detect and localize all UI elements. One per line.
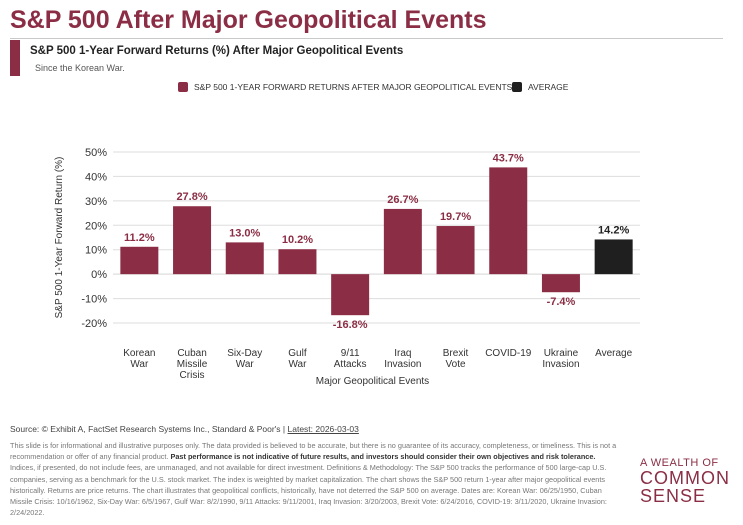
bar-chart: 50% 40% 30% 20% 10% 0% -10% -20% S&P 500 1-Year …: [54, 147, 640, 387]
bar: [278, 249, 317, 275]
bar: [489, 167, 528, 275]
bar: [331, 274, 370, 316]
logo-line-1: A WEALTH OF: [640, 457, 719, 469]
y-tick-label: 40%: [85, 171, 107, 183]
x-tick-label: Six-Day War: [227, 348, 262, 370]
logo-line-2: COMMON: [640, 468, 730, 488]
x-tick-label: COVID-19: [485, 348, 532, 359]
x-tick-label: Ukraine Invasion: [542, 348, 579, 370]
x-tick-label: Iraq Invasion: [384, 348, 421, 370]
y-axis-label: S&P 500 1-Year Forward Return (%): [54, 157, 65, 319]
legend-item-average: AVERAGE: [512, 82, 568, 92]
legend-label-events: S&P 500 1-YEAR FORWARD RETURNS AFTER MAJ…: [194, 82, 513, 92]
data-label: 43.7%: [493, 152, 524, 164]
data-label: -16.8%: [333, 319, 368, 331]
x-axis-label: Major Geopolitical Events: [316, 376, 429, 387]
disclaimer-bold: Past performance is not indicative of fu…: [170, 452, 596, 462]
disclaimer-text-1: This slide is for informational and illu…: [10, 441, 617, 462]
legend-swatch-events: [178, 82, 188, 92]
x-tick-label: Brexit Vote: [443, 348, 469, 370]
chart-subtitle: S&P 500 1-Year Forward Returns (%) After…: [30, 45, 404, 57]
y-tick-label: 0%: [91, 269, 107, 281]
legend-label-average: AVERAGE: [528, 82, 569, 92]
y-tick-label: 20%: [85, 220, 107, 232]
bar: [173, 206, 212, 275]
data-label: 27.8%: [176, 191, 207, 203]
chart-title: S&P 500 After Major Geopolitical Events: [10, 6, 487, 34]
brand-logo: A WEALTH OF COMMON SENSE: [640, 457, 740, 506]
data-label: 26.7%: [387, 194, 418, 206]
data-label: 10.2%: [282, 234, 313, 246]
x-tick-label: Korean War: [123, 348, 155, 370]
source-text: Source: © Exhibit A, FactSet Research Sy…: [10, 424, 288, 434]
latest-date: Latest: 2026-03-03: [287, 424, 359, 434]
logo-line-3: SENSE: [640, 486, 707, 506]
y-tick-label: 10%: [85, 245, 107, 257]
legend-swatch-average: [512, 82, 522, 92]
bar: [225, 242, 264, 275]
data-label: -7.4%: [547, 296, 576, 308]
data-label: 13.0%: [229, 227, 260, 239]
data-label: 11.2%: [124, 232, 155, 244]
y-tick-label: -10%: [81, 294, 107, 306]
data-label: 14.2%: [598, 224, 629, 236]
data-label: 19.7%: [440, 211, 471, 223]
disclaimer-text-2: Indices, if presented, do not include fe…: [10, 463, 607, 518]
bar: [120, 246, 159, 275]
accent-bar: [10, 40, 20, 76]
x-tick-label: Average: [595, 348, 633, 359]
chart-legend: S&P 500 1-YEAR FORWARD RETURNS AFTER MAJ…: [0, 82, 743, 96]
bar: [594, 239, 633, 275]
bar: [541, 274, 580, 293]
x-tick-label: 9/11 Attacks: [334, 348, 367, 370]
title-divider: [10, 38, 723, 39]
bar: [383, 208, 422, 275]
y-tick-label: -20%: [81, 318, 107, 330]
y-tick-label: 50%: [85, 147, 107, 159]
y-tick-label: 30%: [85, 196, 107, 208]
source-line: Source: © Exhibit A, FactSet Research Sy…: [10, 424, 359, 434]
x-tick-label: Cuban Missile Crisis: [177, 348, 208, 381]
disclaimer: This slide is for informational and illu…: [10, 440, 620, 518]
bar: [436, 226, 475, 275]
chart-note: Since the Korean War.: [35, 63, 125, 73]
legend-item-events: S&P 500 1-YEAR FORWARD RETURNS AFTER MAJ…: [178, 82, 512, 92]
x-tick-label: Gulf War: [288, 348, 307, 370]
